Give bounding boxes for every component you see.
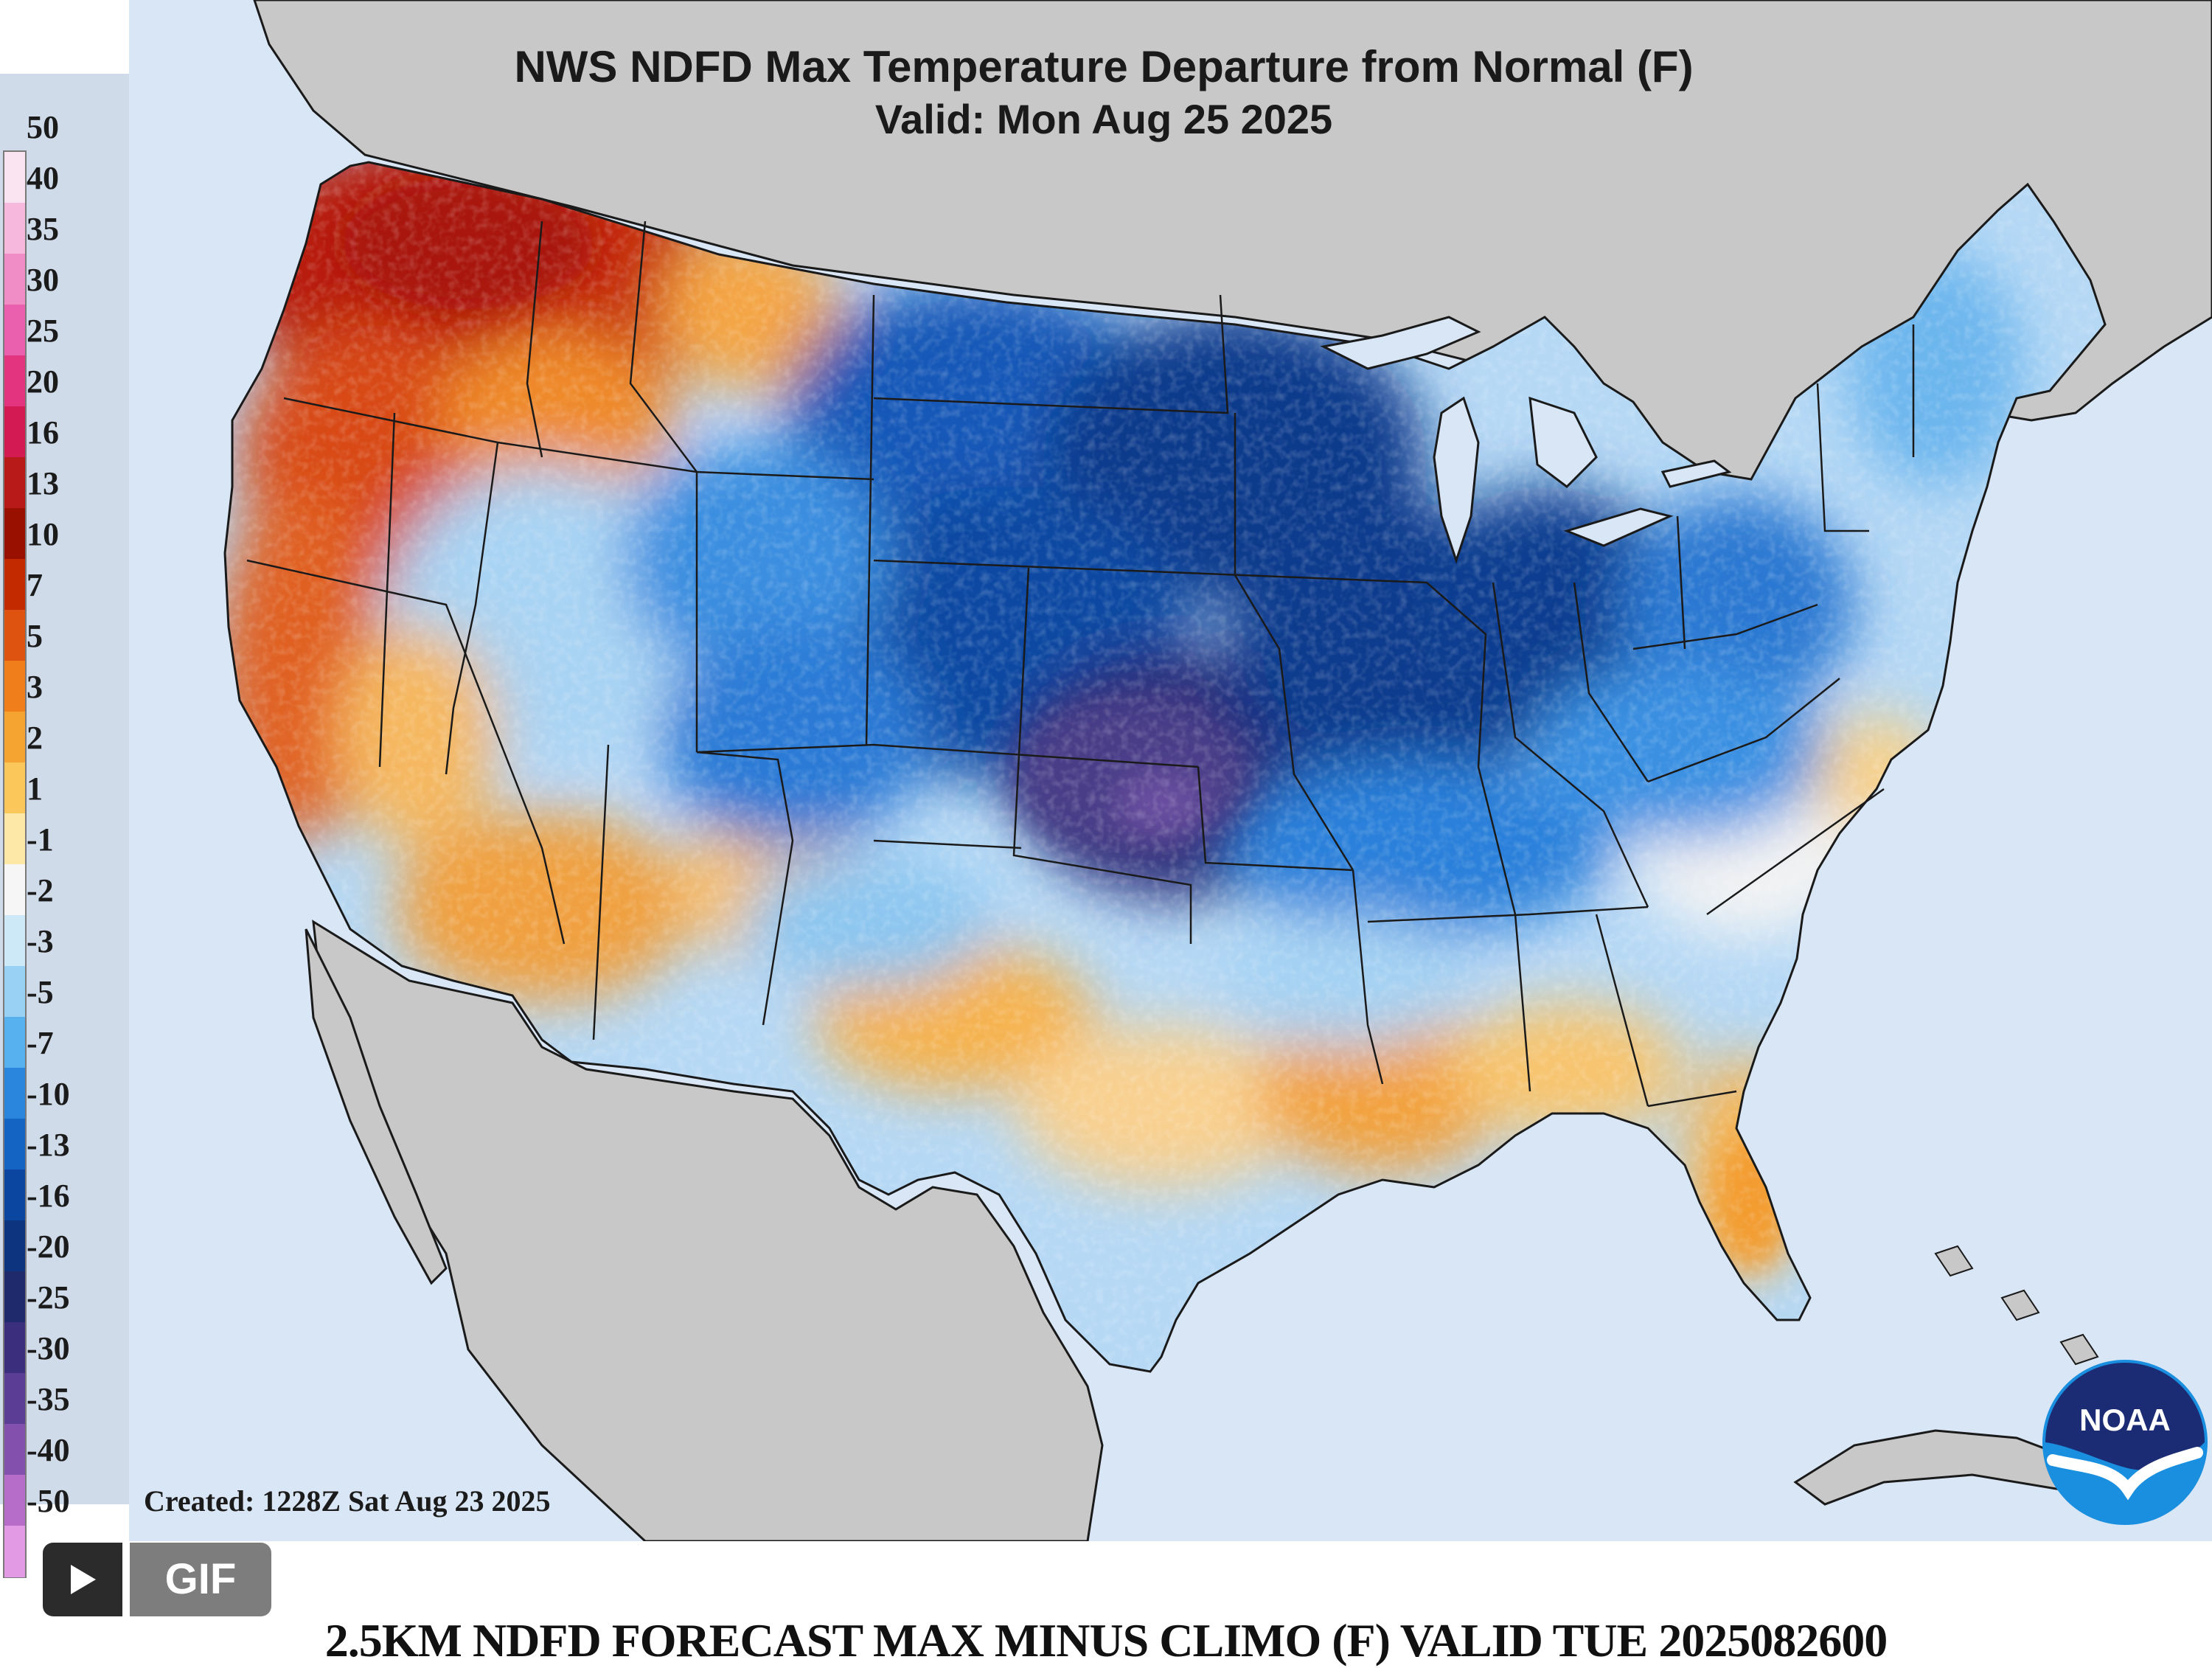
legend-color-cell xyxy=(4,355,25,407)
legend-label: -5 xyxy=(27,974,54,1010)
legend-color-cell xyxy=(4,406,25,458)
legend-label: -40 xyxy=(27,1432,70,1468)
legend-label: 3 xyxy=(27,669,43,705)
legend-color-cell xyxy=(4,1322,25,1374)
lake-superior xyxy=(1320,316,1481,370)
created-timestamp: Created: 1228Z Sat Aug 23 2025 xyxy=(144,1484,551,1518)
legend-label: -10 xyxy=(27,1076,70,1112)
legend-color-cell xyxy=(4,966,25,1018)
legend-label: -25 xyxy=(27,1279,70,1316)
legend-label: 25 xyxy=(27,313,59,349)
lake-ontario xyxy=(1660,459,1732,488)
legend-color-cell xyxy=(4,1170,25,1221)
legend-label: -35 xyxy=(27,1381,70,1417)
legend-color-cell xyxy=(4,152,25,204)
noaa-logo: NOAA xyxy=(2042,1360,2208,1525)
legend-label: 13 xyxy=(27,465,59,501)
legend-color-cell xyxy=(4,1373,25,1425)
image-caption: 2.5KM NDFD FORECAST MAX MINUS CLIMO (F) … xyxy=(324,1614,1888,1667)
legend-label: -30 xyxy=(27,1330,70,1366)
legend-label: -50 xyxy=(27,1483,70,1519)
state-boundaries xyxy=(246,220,1915,1108)
legend-color-cell xyxy=(4,661,25,712)
temperature-departure-map: NOAA xyxy=(129,0,2212,1541)
legend-color-cell xyxy=(4,508,25,560)
legend-label: 10 xyxy=(27,516,59,552)
legend-label: 20 xyxy=(27,364,59,400)
lake-huron xyxy=(1528,396,1598,488)
baja-land xyxy=(305,928,448,1285)
legend-label: 7 xyxy=(27,567,43,603)
legend-color-cell xyxy=(4,1068,25,1119)
mexico-land xyxy=(312,920,1104,1541)
legend-label: 35 xyxy=(27,211,59,247)
legend-label: -13 xyxy=(27,1127,70,1163)
legend-color-cell xyxy=(4,1220,25,1272)
legend-color-cell xyxy=(4,1424,25,1476)
bahamas-land xyxy=(1934,1245,2099,1366)
legend-label: 1 xyxy=(27,771,43,807)
legend-color-cell xyxy=(4,864,25,916)
legend-label: 5 xyxy=(27,618,43,654)
legend-color-cell xyxy=(4,1017,25,1068)
play-button[interactable] xyxy=(43,1543,122,1616)
legend-label: -3 xyxy=(27,923,54,959)
legend-label: -1 xyxy=(27,821,54,858)
legend-color-cell xyxy=(4,712,25,763)
legend-label: -7 xyxy=(27,1025,54,1061)
legend-label: 50 xyxy=(27,109,59,145)
legend-color-cell xyxy=(4,762,25,814)
color-scale-legend: 50 40 35 30 25 20 16 13 10 7 5 3 2 1 -1 -2 -3 -5 -7 -10 -13 -… xyxy=(0,74,129,1578)
lake-michigan xyxy=(1433,396,1480,564)
color-scale-bar xyxy=(3,150,27,1578)
gif-badge[interactable]: GIF xyxy=(130,1543,271,1616)
legend-color-cell xyxy=(4,457,25,509)
legend-label: 40 xyxy=(27,160,59,196)
legend-color-cell xyxy=(4,915,25,967)
play-icon xyxy=(71,1565,96,1594)
legend-label: -20 xyxy=(27,1229,70,1265)
lake-erie xyxy=(1563,507,1674,547)
legend-color-cell xyxy=(4,254,25,305)
noaa-logo-text: NOAA xyxy=(2079,1403,2171,1437)
legend-color-cell xyxy=(4,1475,25,1526)
legend-color-cell xyxy=(4,813,25,865)
legend-color-cell xyxy=(4,1526,25,1577)
legend-label: 30 xyxy=(27,262,59,298)
legend-color-cell xyxy=(4,203,25,254)
legend-label: -16 xyxy=(27,1178,70,1214)
legend-color-cell xyxy=(4,305,25,356)
legend-color-cell xyxy=(4,559,25,611)
legend-label: 2 xyxy=(27,720,43,756)
legend-label: 16 xyxy=(27,414,59,451)
legend-label: -2 xyxy=(27,872,54,908)
legend-color-cell xyxy=(4,1271,25,1323)
legend-color-cell xyxy=(4,610,25,661)
legend-color-cell xyxy=(4,1119,25,1170)
